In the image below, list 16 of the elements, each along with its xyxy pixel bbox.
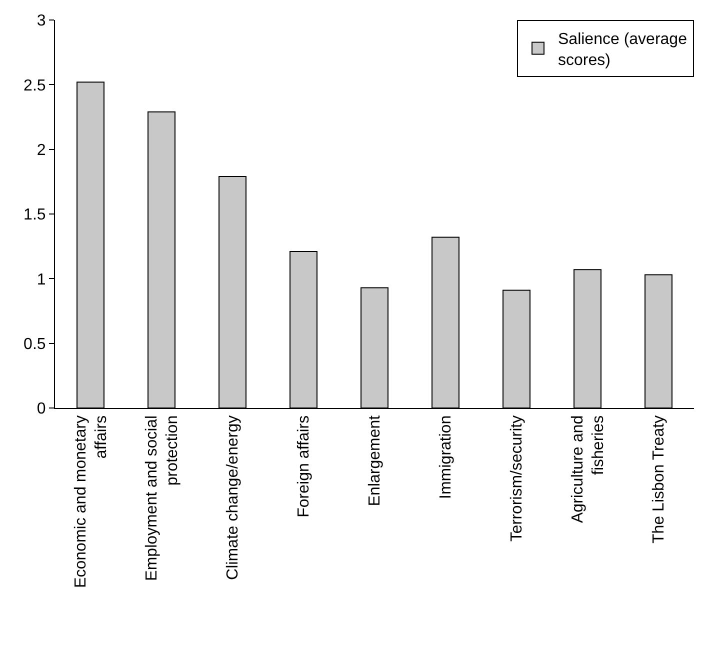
y-tick-label: 3: [36, 12, 46, 30]
x-tick-label: Enlargement: [366, 414, 384, 506]
y-tick-label: 2: [36, 142, 46, 159]
y-tick-label: 0.5: [24, 336, 46, 353]
y-tick-label: 0: [36, 400, 46, 418]
y-tick-label: 2.5: [24, 77, 46, 94]
legend-label: Salience (average scores): [558, 31, 688, 69]
x-tick-label: Terrorism/security: [508, 415, 526, 542]
x-tick-label: The Lisbon Treaty: [650, 415, 668, 544]
x-tick-label: Foreign affairs: [296, 415, 313, 518]
x-tick-label: Agriculture and fisheries: [569, 415, 608, 524]
x-tick-label: Climate change/energy: [224, 415, 242, 580]
y-tick-label: 1: [36, 271, 46, 288]
x-tick-label: Economic and monetary affairs: [72, 415, 110, 588]
x-tick-label: Immigration: [438, 415, 455, 499]
y-tick-label: 1.5: [24, 206, 46, 224]
